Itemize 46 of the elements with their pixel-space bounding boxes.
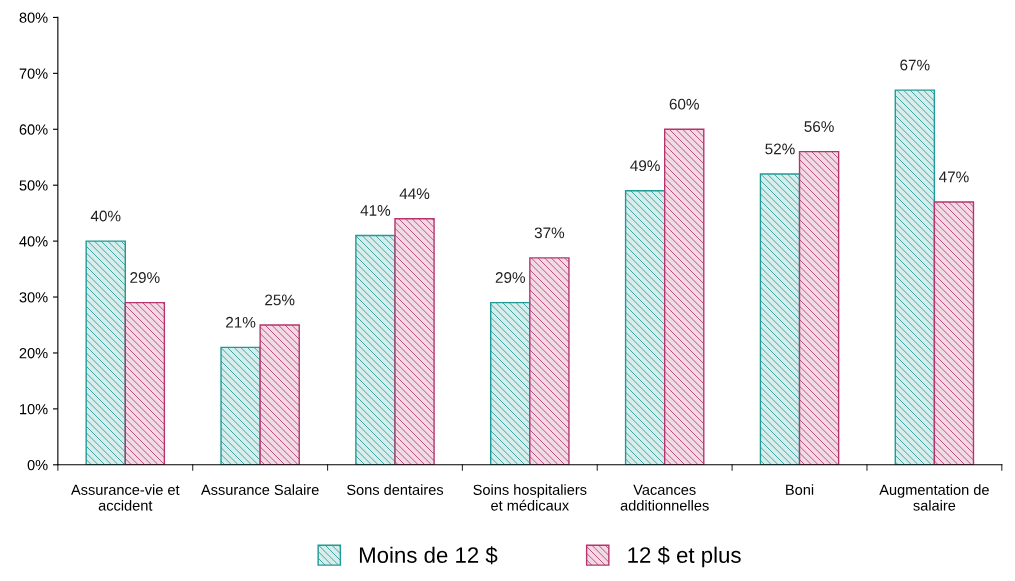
data-label: 47% (939, 171, 969, 183)
data-label: 41% (360, 205, 391, 216)
y-tick-label: 40% (19, 236, 48, 247)
bar (85, 240, 126, 465)
bar (663, 128, 705, 465)
data-label: 29% (130, 272, 160, 283)
x-tick-label: Augmentation de salaire (879, 484, 989, 511)
bar (529, 257, 570, 465)
y-tick-label: 10% (20, 403, 48, 415)
legend-label: Moins de 12 $ (359, 546, 498, 565)
y-tick-label: 20% (19, 348, 48, 359)
bar (124, 301, 166, 465)
bar (394, 218, 435, 465)
bar (259, 324, 300, 465)
bar (220, 346, 261, 465)
data-label: 52% (765, 143, 795, 155)
x-tick-label: Assurance-vie et accident (71, 484, 180, 511)
data-label: 37% (534, 227, 565, 239)
data-label: 56% (804, 121, 834, 132)
x-tick-label: Sons dentaires (347, 484, 444, 495)
bar (624, 190, 666, 465)
data-label: 29% (495, 272, 526, 283)
bar (933, 201, 975, 465)
bar (894, 89, 936, 465)
data-label: 67% (900, 59, 930, 71)
legend-label: 12 $ et plus (628, 546, 741, 568)
x-tick-label: Vacances additionnelles (620, 484, 709, 511)
y-tick-label: 30% (19, 292, 48, 303)
data-label: 21% (226, 316, 256, 328)
bar (759, 173, 801, 465)
x-tick-label: Soins hospitaliers et médicaux (473, 484, 587, 511)
data-label: 44% (399, 188, 430, 199)
y-tick-label: 80% (19, 12, 48, 23)
bar (798, 150, 840, 465)
y-tick-label: 50% (19, 180, 48, 191)
y-tick-label: 70% (19, 68, 48, 79)
data-label: 40% (90, 210, 121, 222)
data-label: 60% (669, 98, 699, 110)
x-tick-label: Assurance Salaire (200, 484, 319, 495)
y-tick-label: 0% (27, 459, 48, 471)
bar (490, 301, 531, 465)
y-tick-label: 60% (19, 124, 48, 135)
bar (355, 234, 396, 465)
x-tick-label: Boni (786, 484, 814, 495)
data-label: 49% (630, 160, 660, 172)
data-label: 25% (265, 294, 295, 306)
